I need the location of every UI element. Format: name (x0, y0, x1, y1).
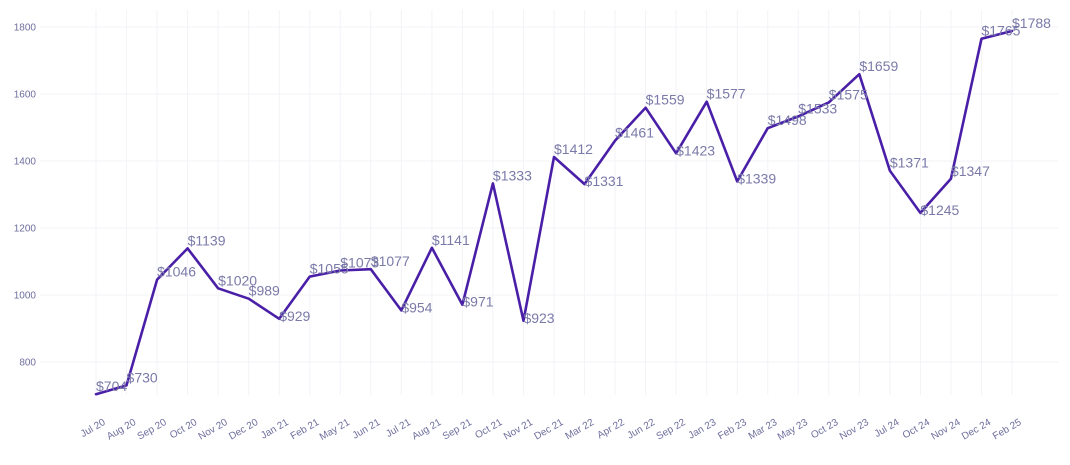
x-tick-label: Oct 21 (473, 417, 504, 441)
x-tick-label: Jun 21 (351, 417, 383, 442)
y-tick-label: 1800 (14, 23, 37, 34)
y-tick-label: 1000 (14, 291, 37, 302)
x-tick-label: Dec 21 (533, 417, 566, 443)
data-label: $1559 (646, 92, 685, 108)
x-tick-label: Nov 20 (197, 417, 230, 443)
data-label: $929 (279, 308, 310, 324)
x-tick-label: Sep 21 (441, 417, 474, 443)
y-tick-label: 1200 (14, 224, 37, 235)
x-tick-label: Feb 21 (289, 417, 322, 442)
data-label: $1077 (371, 253, 410, 269)
x-tick-label: Jun 22 (626, 417, 658, 442)
data-label: $730 (127, 369, 158, 385)
data-label: $954 (401, 299, 432, 315)
x-tick-label: Nov 23 (838, 417, 871, 443)
x-tick-label: May 23 (776, 417, 810, 443)
x-tick-label: May 21 (318, 417, 352, 443)
x-tick-label: Dec 24 (960, 417, 993, 443)
data-label: $1533 (798, 100, 837, 116)
data-label: $1412 (554, 141, 593, 157)
x-tick-label: Jan 21 (259, 417, 291, 442)
y-axis-ticks: 800 1000 1200 1400 1600 1800 (14, 23, 37, 369)
data-label: $704 (96, 378, 127, 394)
data-label: $1073 (340, 255, 379, 271)
x-tick-label: Jul 24 (873, 417, 902, 440)
x-tick-label: Jul 21 (384, 417, 413, 440)
y-tick-label: 1600 (14, 90, 37, 101)
y-gridlines (40, 26, 1058, 363)
x-tick-label: Apr 22 (596, 417, 627, 441)
x-tick-label: Sep 20 (136, 417, 169, 443)
data-label: $1371 (890, 155, 929, 171)
x-tick-label: Jan 23 (687, 417, 719, 442)
x-tick-label: Oct 23 (809, 417, 840, 441)
x-tick-label: Feb 25 (991, 417, 1024, 442)
y-tick-label: 1400 (14, 157, 37, 168)
data-label: $1788 (1012, 15, 1051, 31)
data-label: $1055 (310, 261, 349, 277)
x-tick-label: Nov 24 (929, 417, 962, 443)
data-label: $1461 (615, 125, 654, 141)
data-label: $1141 (432, 232, 470, 248)
x-tick-label: Sep 22 (655, 417, 688, 443)
x-gridlines (95, 10, 1013, 395)
y-tick-label: 800 (19, 358, 36, 369)
data-label: $1139 (188, 232, 226, 248)
data-label: $1575 (829, 86, 868, 102)
data-label: $1339 (737, 170, 776, 186)
data-label: $989 (249, 283, 280, 299)
x-tick-label: Nov 21 (502, 417, 535, 443)
data-labels: $704$730$1046$1139$1020$989$929$1055$107… (96, 15, 1051, 394)
data-label: $1659 (859, 58, 898, 74)
series-line (94, 29, 1014, 396)
data-label: $1765 (981, 23, 1020, 39)
data-label: $1046 (157, 264, 196, 280)
data-label: $1245 (920, 202, 959, 218)
x-tick-label: Mar 22 (564, 417, 597, 442)
data-label: $923 (523, 310, 554, 326)
x-tick-label: Aug 21 (410, 417, 443, 443)
data-label: $971 (462, 294, 493, 310)
x-tick-label: Oct 24 (901, 417, 932, 441)
data-label: $1020 (218, 272, 257, 288)
x-tick-label: Aug 20 (105, 417, 138, 443)
data-label: $1333 (493, 167, 532, 183)
x-tick-label: Feb 23 (716, 417, 749, 442)
x-tick-label: Jul 20 (79, 417, 108, 440)
data-label: $1577 (707, 86, 746, 102)
data-label: $1347 (951, 163, 990, 179)
data-label: $1498 (768, 112, 807, 128)
x-tick-label: Dec 20 (227, 417, 260, 443)
x-tick-label: Mar 23 (747, 417, 780, 442)
x-tick-label: Oct 20 (168, 417, 199, 441)
data-label: $1331 (585, 173, 624, 189)
data-label: $1423 (676, 142, 715, 158)
